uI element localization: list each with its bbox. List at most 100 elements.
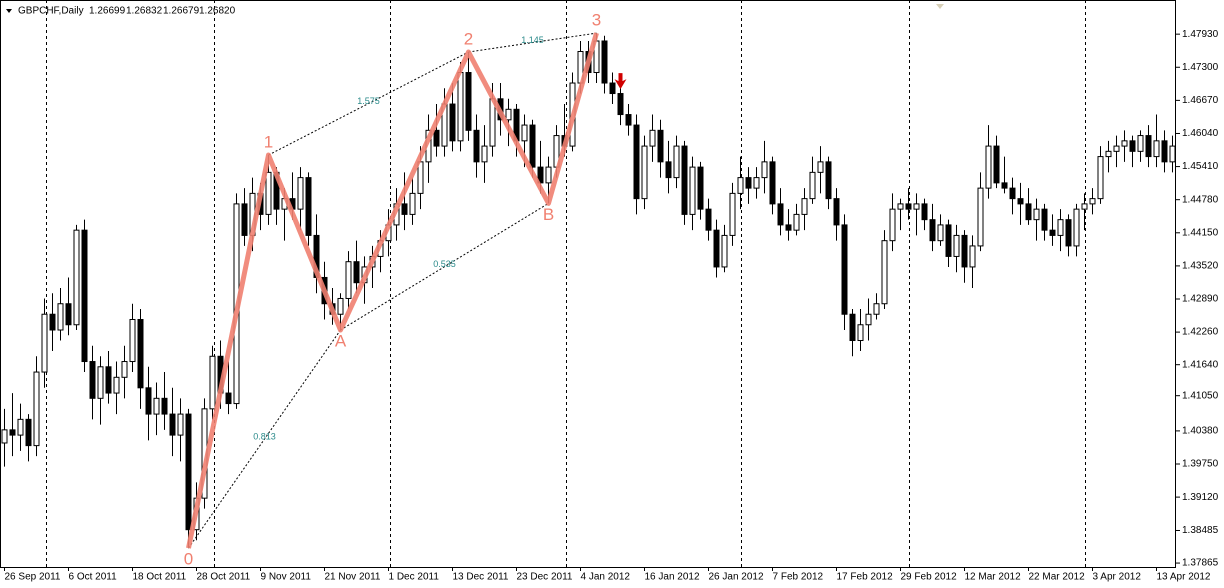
candle-body [521, 124, 528, 142]
candle-body [529, 124, 536, 168]
x-tick-label: 13 Dec 2011 [453, 572, 509, 583]
candle-body [1009, 187, 1016, 200]
candle-body [9, 429, 16, 436]
candle-body [113, 376, 120, 394]
y-tick-label: 1.42260 [1182, 327, 1219, 338]
candle-body [1041, 208, 1048, 231]
candle-body [1137, 135, 1144, 152]
candle-body [1049, 229, 1056, 236]
x-tick-label: 7 Feb 2012 [773, 572, 824, 583]
x-tick-label: 6 Oct 2011 [69, 572, 118, 583]
x-tick-label: 1 Dec 2011 [389, 572, 440, 583]
candle-body [473, 129, 480, 163]
candle-body [753, 177, 760, 189]
candle-body [689, 166, 696, 215]
candle-body [969, 245, 976, 268]
candle-body [465, 72, 472, 131]
candle-body [881, 240, 888, 305]
candle-body [105, 366, 112, 394]
candle-body [1113, 145, 1120, 152]
candle-body [209, 355, 216, 410]
candle-body [649, 129, 656, 147]
candle-body [145, 387, 152, 415]
candle-body [921, 203, 928, 221]
candle-body [905, 203, 912, 210]
candle-body [505, 108, 512, 121]
period-separators [46, 0, 1086, 567]
candle-body [1105, 150, 1112, 158]
candle-body [481, 145, 488, 163]
candle-body [297, 177, 304, 210]
candle-body [945, 224, 952, 257]
y-tick-label: 1.38485 [1182, 525, 1219, 536]
menu-arrow[interactable] [6, 9, 12, 13]
candle-body [49, 313, 56, 331]
ratio-line [340, 202, 549, 331]
candle-body [1033, 208, 1040, 221]
ratio-label: 0.535 [433, 259, 456, 269]
candle-body [729, 192, 736, 236]
x-tick-label: 16 Jan 2012 [645, 572, 700, 583]
zigzag [186, 32, 599, 549]
candle-body [633, 124, 640, 200]
x-tick-label: 18 Oct 2011 [133, 572, 187, 583]
candle-body [25, 418, 32, 447]
candle-body [833, 198, 840, 226]
candle-body [537, 166, 544, 184]
y-tick-label: 1.39120 [1182, 492, 1219, 503]
candle-body [1169, 145, 1176, 163]
candle-body [857, 324, 864, 342]
y-tick-label: 1.44150 [1182, 227, 1219, 238]
candle-body [345, 261, 352, 299]
candle-body [17, 418, 24, 436]
candle-body [1017, 198, 1024, 205]
x-tick-label: 23 Dec 2011 [517, 572, 573, 583]
ratio-line [468, 32, 597, 53]
candle-body [1057, 219, 1064, 236]
candle-body [1161, 140, 1168, 163]
x-tick-label: 22 Mar 2012 [1029, 572, 1086, 583]
candle-body [409, 192, 416, 215]
candle-body [265, 171, 272, 215]
symbol: GBPCHF,Daily [18, 6, 84, 17]
candle-body [401, 203, 408, 215]
candle-body [865, 313, 872, 326]
candle-body [705, 208, 712, 231]
y-tick-label: 1.41640 [1182, 359, 1219, 370]
shift-marker [936, 4, 944, 9]
candle-body [737, 177, 744, 194]
candle-body [353, 261, 360, 284]
candle-body [1, 429, 8, 444]
candle-body [1065, 219, 1072, 247]
x-tick-label: 21 Nov 2011 [325, 572, 381, 583]
ratio-line [188, 329, 341, 549]
candle-body [809, 171, 816, 200]
y-tick-label: 1.40380 [1182, 426, 1219, 437]
candle-body [153, 397, 160, 415]
y-tick-label: 1.43520 [1182, 261, 1219, 272]
quote-low: 1.26679 [163, 6, 200, 17]
quote-open: 1.26699 [89, 6, 126, 17]
candle-body [129, 318, 136, 363]
candle-body [1025, 203, 1032, 221]
candle-body [89, 361, 96, 399]
candle-body [81, 229, 88, 363]
candle-body [721, 234, 728, 268]
point-label: 3 [592, 11, 601, 30]
candle-body [657, 129, 664, 163]
candle-body [41, 313, 48, 373]
candle-body [601, 40, 608, 84]
candle-body [1001, 182, 1008, 189]
candle-body [33, 371, 40, 447]
candle-body [1121, 140, 1128, 147]
candle-body [57, 303, 64, 331]
candle-body [777, 203, 784, 226]
quote-high: 1.26832 [126, 6, 163, 17]
x-tick-label: 29 Feb 2012 [901, 572, 958, 583]
point-label: A [335, 331, 347, 350]
point-label: 2 [464, 30, 473, 49]
y-tick-label: 1.46040 [1182, 128, 1219, 139]
candle-body [817, 161, 824, 173]
candle-body [849, 313, 856, 342]
